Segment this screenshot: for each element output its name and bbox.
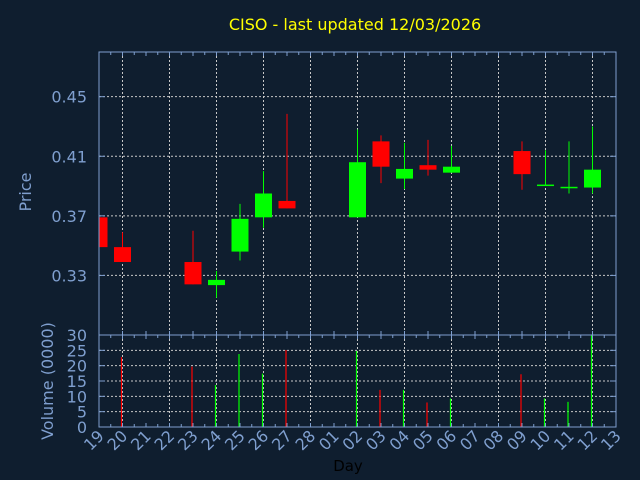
candle-body-12 — [584, 169, 601, 188]
price-panel: 0.33 0.37 0.41 0.45 — [51, 51, 617, 336]
candle-body-06 — [443, 166, 460, 173]
x-axis-label: Day — [333, 457, 363, 475]
volume-tick-label: 0 — [77, 418, 87, 437]
candle-body-23 — [184, 262, 202, 285]
x-axis: 1920212223242526272801020304050607080910… — [80, 52, 625, 454]
candle-body-04 — [396, 168, 413, 179]
candle-body-09 — [513, 151, 531, 175]
volume-tick-label: 25 — [67, 341, 87, 360]
candle-body-05 — [419, 165, 437, 170]
volume-tick-label: 20 — [67, 357, 87, 376]
candle-body-20 — [114, 247, 131, 263]
chart-title: CISO - last updated 12/03/2026 — [229, 15, 481, 34]
price-tick-label: 0.37 — [51, 207, 87, 226]
candle-body-25 — [231, 218, 249, 252]
candle-body-24 — [208, 279, 225, 286]
x-tick-label: 13 — [597, 426, 625, 454]
candle-body-26 — [255, 193, 272, 218]
candle-body-27 — [278, 200, 296, 209]
volume-axis-label: Volume (0000) — [38, 322, 57, 440]
price-tick-label: 0.33 — [51, 266, 87, 285]
candle-body-03 — [372, 141, 390, 167]
candle-body-02 — [349, 162, 366, 218]
volume-tick-label: 30 — [67, 326, 87, 345]
price-tick-label: 0.45 — [51, 88, 87, 107]
candle-body-19 — [99, 217, 108, 248]
candle-body-10 — [537, 184, 554, 187]
candles — [99, 113, 601, 298]
price-axis-label: Price — [16, 172, 35, 211]
volume-tick-label: 15 — [67, 372, 87, 391]
volume-tick-label: 10 — [67, 387, 87, 406]
candle-body-11 — [560, 186, 578, 189]
price-tick-label: 0.41 — [51, 147, 87, 166]
volume-tick-label: 5 — [77, 403, 87, 422]
